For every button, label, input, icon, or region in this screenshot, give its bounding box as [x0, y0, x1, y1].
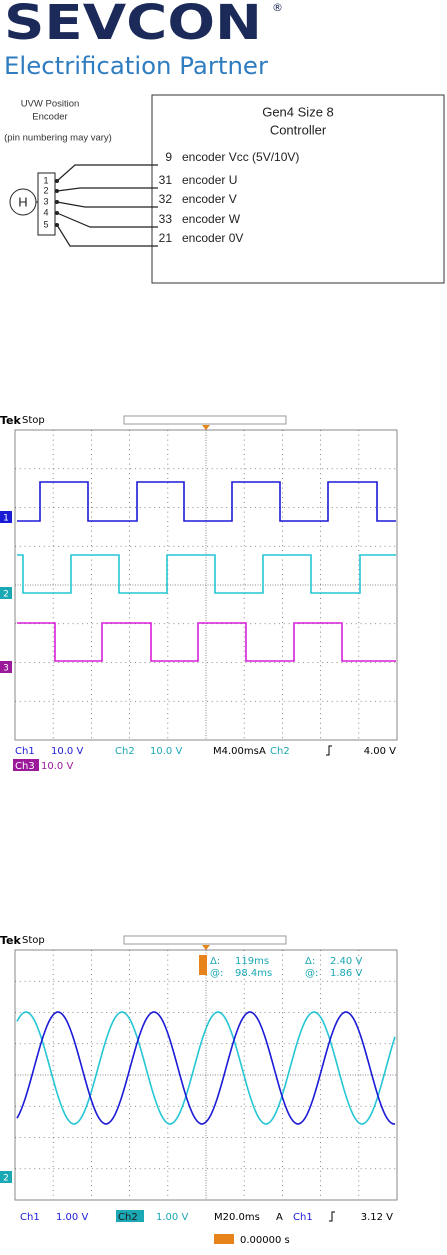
trace — [17, 622, 396, 662]
signal-name: encoder 0V — [182, 231, 243, 245]
controller-label: Gen4 Size 8 — [262, 104, 334, 119]
trigger-mode: A — [259, 746, 266, 757]
wire — [56, 212, 158, 228]
wire — [56, 187, 158, 192]
cursor-readout: @: — [210, 968, 223, 979]
controller-label: Controller — [270, 122, 327, 137]
connector — [37, 172, 56, 236]
trigger-marker — [202, 425, 210, 430]
record-bar — [123, 415, 287, 425]
trigger-level: 4.00 V — [364, 746, 396, 757]
cursor-readout: 98.4ms — [235, 968, 272, 979]
timebase: M20.0ms — [214, 1212, 260, 1223]
readout-box — [39, 759, 111, 771]
pin-number: 5 — [43, 219, 48, 229]
readout-box — [13, 744, 41, 756]
signal-name: encoder Vcc (5V/10V) — [182, 150, 299, 164]
readout: Ch1 — [15, 746, 35, 757]
readout: 10.0 V — [51, 746, 83, 757]
ch2-scale: 1.00 V — [156, 1212, 188, 1223]
readout: Ch3 — [15, 761, 35, 772]
encoder-label: (pin numbering may vary) — [4, 133, 112, 144]
readout: Ch2 — [270, 746, 290, 757]
signal-name: encoder V — [182, 192, 237, 206]
wire — [56, 224, 158, 247]
logo: SEVCON ® Electrification Partner — [4, 0, 283, 80]
cursor-readout: 2.40 V — [330, 956, 362, 967]
position: 0.00000 s — [240, 1235, 290, 1246]
cursor-readout: 1.86 V — [330, 968, 362, 979]
channel-marker — [0, 1171, 12, 1183]
trigger-marker — [202, 945, 210, 950]
wiring-diagram: UVW Position Encoder (pin numbering may … — [4, 94, 445, 284]
channel-marker-label: 1 — [3, 514, 9, 524]
pin-id: 32 — [159, 192, 173, 206]
channel-marker-label: 2 — [3, 590, 9, 600]
scope-capture-2: Tek Stop 2 Δ: 119ms Δ: 2.40 V @: 98.4ms @: 1.86 V C… — [0, 934, 398, 1246]
position-icon — [214, 1234, 234, 1244]
scope-brand: Tek — [0, 934, 22, 947]
channel-marker-label: 2 — [3, 1174, 9, 1184]
encoder-label: UVW Position — [21, 99, 80, 110]
pin-number: 3 — [43, 196, 48, 206]
readout-box — [49, 744, 99, 756]
timebase: M4.00ms — [213, 746, 259, 757]
readout: Ch2 — [118, 1212, 138, 1223]
scope-state: Stop — [22, 415, 45, 426]
controller-box — [151, 94, 445, 284]
pin-number: 4 — [43, 207, 48, 217]
channel-marker-label: 3 — [3, 664, 9, 674]
slope-icon — [326, 745, 332, 756]
encoder-label: Encoder — [32, 112, 67, 123]
readout-box — [268, 744, 294, 756]
cursor-readout: 119ms — [235, 956, 269, 967]
wire — [56, 164, 158, 182]
scope-capture-1: Tek Stop 1 2 3 Ch1 10.0 V Ch2 10.0 V M4.00ms A Ch2 4… — [0, 414, 398, 772]
signal-name: encoder W — [182, 212, 241, 226]
pin-id: 21 — [159, 231, 173, 245]
trigger-source: Ch1 — [293, 1212, 313, 1223]
record-bar — [123, 935, 287, 945]
trigger-mode: A — [276, 1212, 283, 1223]
readout-box — [116, 1210, 144, 1222]
channel-marker — [0, 511, 12, 523]
readout: 10.0 V — [41, 761, 73, 772]
cursor-readout: Δ: — [305, 956, 315, 967]
sensor-label: H — [18, 194, 27, 209]
pin-id: 31 — [159, 173, 173, 187]
readout: Ch2 — [115, 746, 135, 757]
pin-number: 1 — [43, 175, 48, 185]
channel-marker — [0, 587, 12, 599]
ch1-label: Ch1 — [20, 1212, 40, 1223]
trace — [16, 1011, 395, 1125]
ch1-scale: 1.00 V — [56, 1212, 88, 1223]
scope-state: Stop — [22, 935, 45, 946]
readout-box — [148, 744, 198, 756]
registered: ® — [272, 1, 283, 14]
cursor-readout: Δ: — [210, 956, 220, 967]
cursor-readout: @: — [305, 968, 318, 979]
tagline: Electrification Partner — [4, 52, 268, 80]
readout-box — [13, 759, 39, 771]
brand: SEVCON — [4, 0, 262, 51]
signal-name: encoder U — [182, 173, 237, 187]
slope-icon — [329, 1211, 335, 1222]
readout: 10.0 V — [150, 746, 182, 757]
trigger-level: 3.12 V — [361, 1212, 393, 1223]
trace — [16, 1011, 396, 1125]
scope-brand: Tek — [0, 414, 22, 427]
trace — [17, 481, 396, 522]
pin-id: 9 — [165, 150, 172, 164]
trace — [17, 554, 396, 594]
pin-id: 33 — [159, 212, 173, 226]
pin-number: 2 — [43, 185, 48, 195]
cursor-icon — [199, 955, 207, 975]
readout-box — [113, 744, 140, 756]
channel-marker — [0, 661, 12, 673]
wire — [56, 201, 158, 208]
